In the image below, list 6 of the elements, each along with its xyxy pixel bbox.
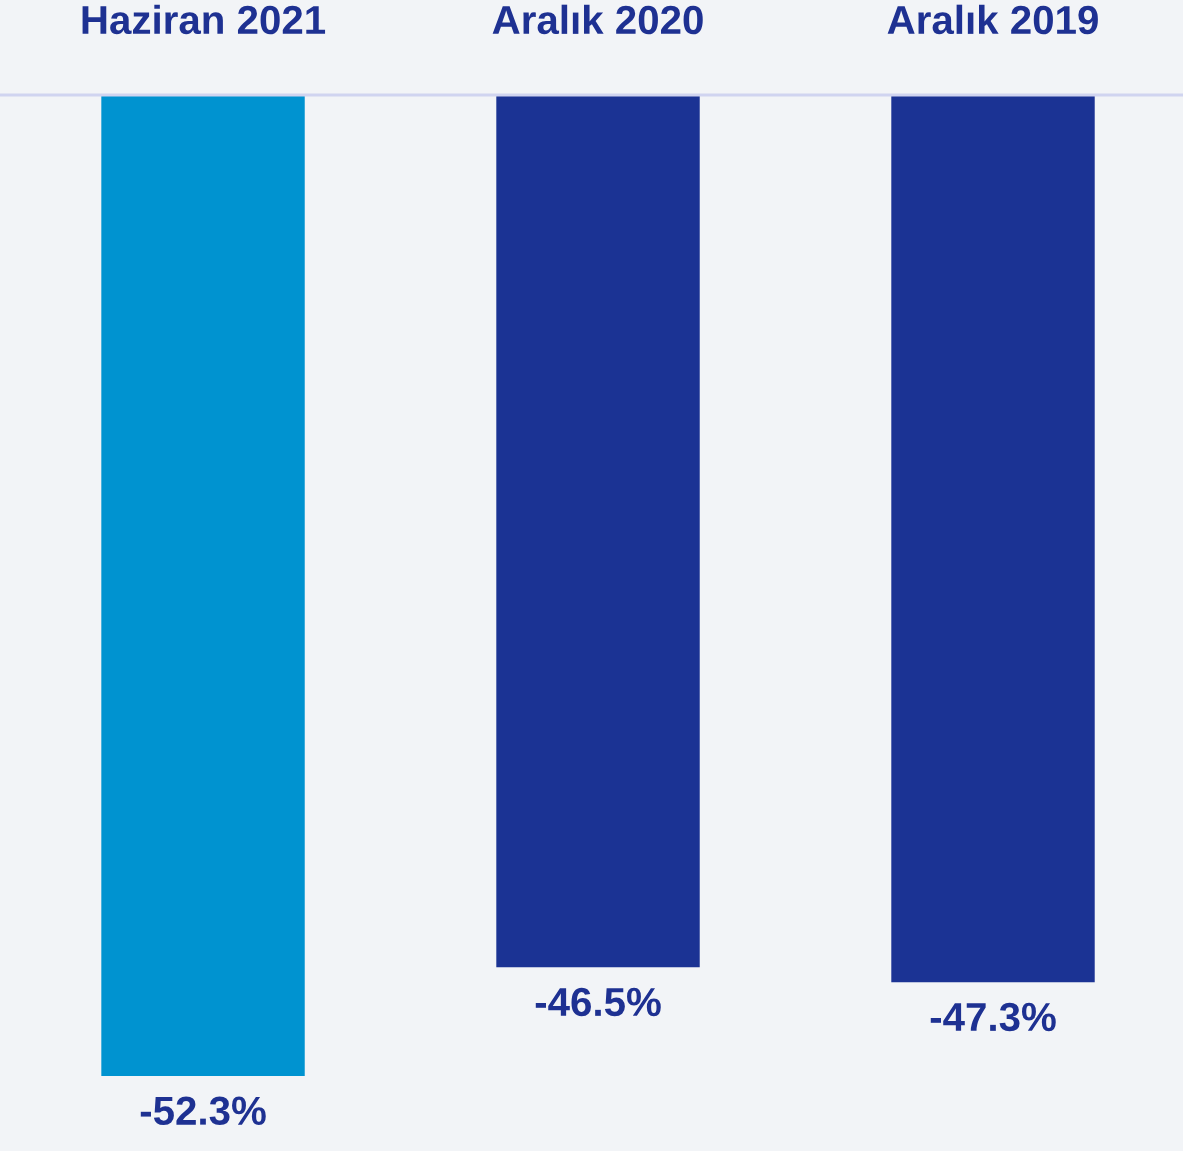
x-tick-label: Aralık 2019	[887, 4, 1098, 35]
data-label: -46.5%	[535, 987, 661, 1017]
x-tick-label: Haziran 2021	[82, 4, 326, 35]
data-label: -52.3%	[140, 1096, 266, 1126]
x-tick-label: Aralık 2020	[492, 4, 703, 35]
data-label: -47.3%	[930, 1002, 1056, 1032]
